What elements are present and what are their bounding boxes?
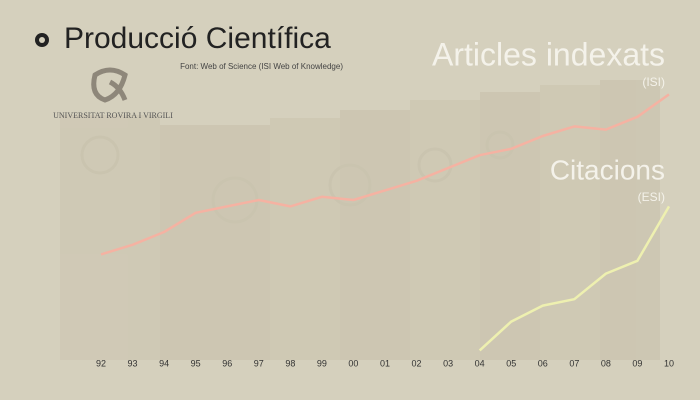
x-tick-label: 92 bbox=[96, 358, 106, 368]
x-tick-label: 93 bbox=[128, 358, 138, 368]
series-line bbox=[478, 205, 671, 352]
x-tick-label: 04 bbox=[475, 358, 485, 368]
series-label: Articles indexats bbox=[432, 36, 665, 72]
x-tick-label: 01 bbox=[380, 358, 390, 368]
logo-mark bbox=[91, 67, 128, 103]
x-tick-label: 97 bbox=[254, 358, 264, 368]
series-note: (ESI) bbox=[638, 190, 665, 204]
x-tick-label: 94 bbox=[159, 358, 169, 368]
x-tick-label: 02 bbox=[412, 358, 422, 368]
source: Font: Web of Science (ISI Web of Knowled… bbox=[180, 62, 343, 71]
background-books bbox=[60, 80, 660, 360]
x-tick-label: 06 bbox=[538, 358, 548, 368]
series-line bbox=[100, 93, 670, 256]
x-tick-label: 08 bbox=[601, 358, 611, 368]
x-tick-label: 98 bbox=[285, 358, 295, 368]
x-tick-label: 00 bbox=[348, 358, 358, 368]
x-tick-label: 05 bbox=[506, 358, 516, 368]
title-icon-inner bbox=[39, 37, 45, 43]
logo-text: UNIVERSITAT ROVIRA I VIRGILI bbox=[53, 111, 173, 120]
x-tick-label: 99 bbox=[317, 358, 327, 368]
x-tick-label: 96 bbox=[222, 358, 232, 368]
x-tick-label: 03 bbox=[443, 358, 453, 368]
series-note: (ISI) bbox=[642, 75, 665, 89]
x-tick-label: 10 bbox=[664, 358, 674, 368]
title: Producció Científica bbox=[64, 22, 331, 55]
series-label: Citacions bbox=[550, 154, 665, 185]
x-tick-label: 09 bbox=[632, 358, 642, 368]
x-tick-label: 07 bbox=[569, 358, 579, 368]
x-tick-label: 95 bbox=[191, 358, 201, 368]
